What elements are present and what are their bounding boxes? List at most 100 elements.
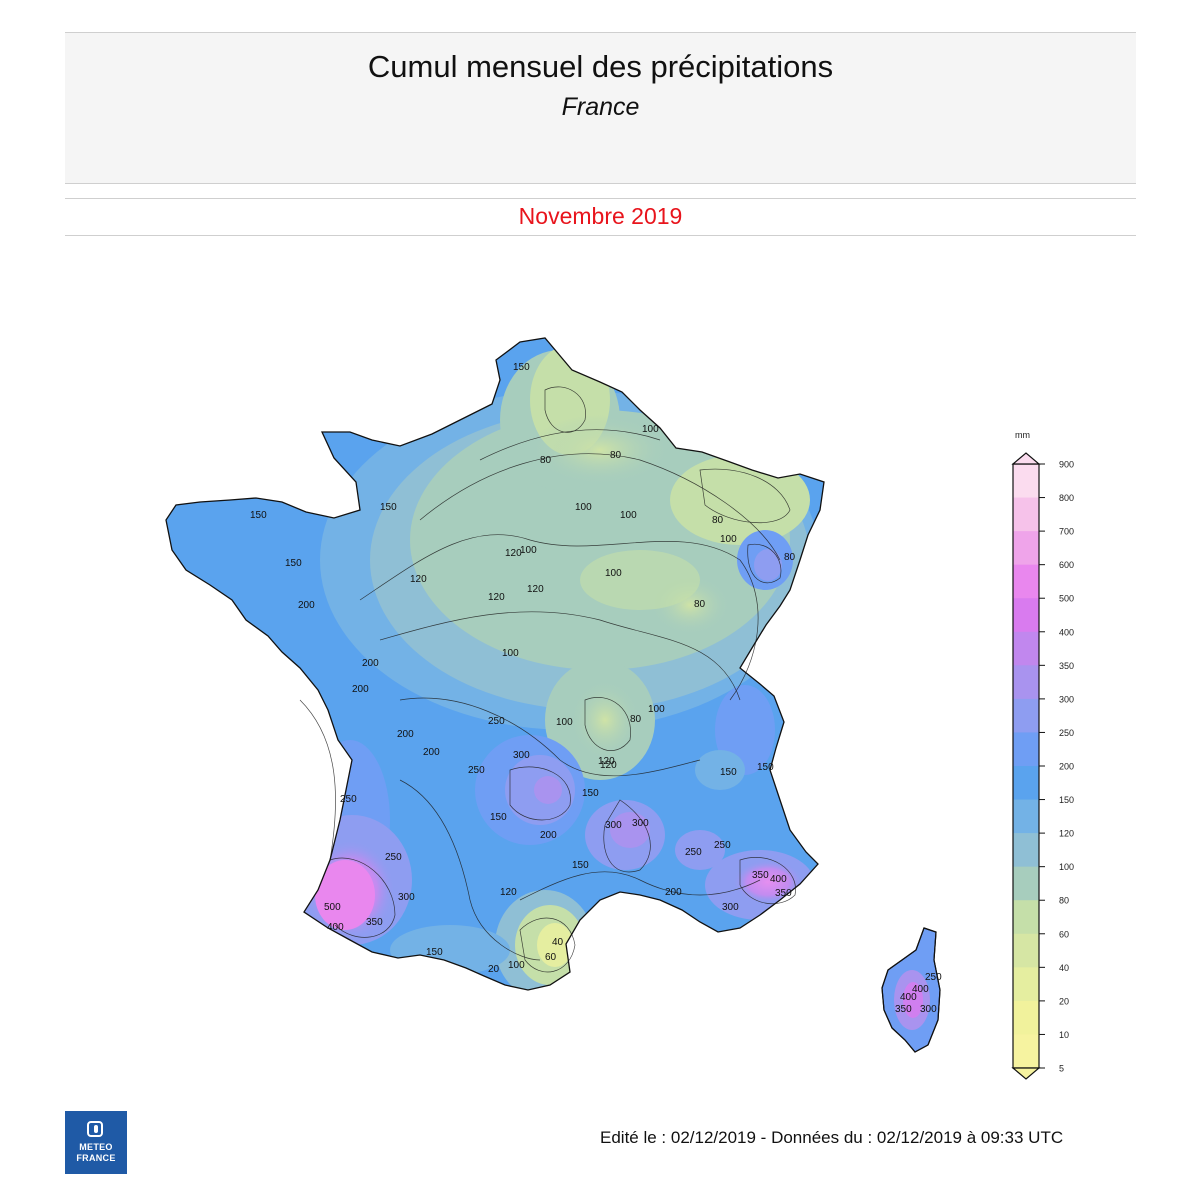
contour-label: 400 <box>770 874 787 885</box>
logo-text-line2: FRANCE <box>76 1153 116 1163</box>
meteo-france-logo: METEO FRANCE <box>65 1111 127 1174</box>
contour-label: 100 <box>642 424 659 435</box>
contour-label: 100 <box>575 502 592 513</box>
contour-label: 200 <box>352 684 369 695</box>
contour-label-group: 150 80 80 100 100 100 150 150 150 120 12… <box>250 362 942 1015</box>
contour-label: 150 <box>426 947 443 958</box>
legend-swatch <box>1013 531 1039 566</box>
contour-label: 100 <box>508 960 525 971</box>
contour-label: 350 <box>895 1004 912 1015</box>
legend-swatch <box>1013 799 1039 834</box>
contour-label: 120 <box>598 756 615 767</box>
contour-label: 40 <box>552 937 564 948</box>
contour-label: 250 <box>685 847 702 858</box>
contour-label: 250 <box>468 765 485 776</box>
contour-label: 120 <box>488 592 505 603</box>
legend-level-label: 400 <box>1059 627 1074 637</box>
contour-label: 150 <box>285 558 302 569</box>
contour-label: 100 <box>605 568 622 579</box>
contour-label: 300 <box>722 902 739 913</box>
legend-level-label: 80 <box>1059 896 1069 906</box>
legend-swatch <box>1013 464 1039 499</box>
contour-label: 300 <box>513 750 530 761</box>
map-subtitle: France <box>561 93 640 121</box>
contour-label: 80 <box>610 450 622 461</box>
contour-label: 120 <box>410 574 427 585</box>
mainland-france <box>166 338 824 990</box>
corsica <box>881 927 941 1053</box>
contour-label: 300 <box>605 820 622 831</box>
contour-label: 100 <box>520 545 537 556</box>
map-title: Cumul mensuel des précipitations <box>367 49 834 84</box>
contour-label: 100 <box>556 717 573 728</box>
contour-label: 150 <box>582 788 599 799</box>
legend-level-label: 120 <box>1059 829 1074 839</box>
contour-label: 200 <box>540 830 557 841</box>
contour-label: 200 <box>397 729 414 740</box>
legend-level-label: 500 <box>1059 594 1074 604</box>
contour-label: 250 <box>714 840 731 851</box>
contour-label: 80 <box>694 599 706 610</box>
legend-swatch <box>1013 665 1039 700</box>
contour-label: 150 <box>513 362 530 373</box>
contour-label: 400 <box>900 992 917 1003</box>
meteo-france-mark-icon <box>87 1121 103 1137</box>
contour-label: 400 <box>912 984 929 995</box>
legend-swatch <box>1013 933 1039 968</box>
france-coastline <box>165 337 825 991</box>
legend-swatch <box>1013 1034 1039 1069</box>
contour-label: 250 <box>488 716 505 727</box>
legend-swatch <box>1013 497 1039 532</box>
legend-unit-label: mm <box>1015 430 1030 440</box>
contour-label: 400 <box>327 922 344 933</box>
header-panel: Cumul mensuel des précipitations France <box>65 32 1136 184</box>
legend-swatch <box>1013 967 1039 1002</box>
legend-level-label: 150 <box>1059 795 1074 805</box>
contour-label: 300 <box>398 892 415 903</box>
legend-swatch <box>1013 631 1039 666</box>
period-panel: Novembre 2019 <box>65 198 1136 236</box>
legend-level-label: 20 <box>1059 996 1069 1006</box>
legend-swatch <box>1013 564 1039 599</box>
legend-level-label: 10 <box>1059 1030 1069 1040</box>
contour-label: 120 <box>500 887 517 898</box>
contour-label: 500 <box>324 902 341 913</box>
contour-label: 80 <box>630 714 642 725</box>
contour-label: 200 <box>665 887 682 898</box>
legend-swatch <box>1013 866 1039 901</box>
legend-level-label: 100 <box>1059 862 1074 872</box>
contour-label: 200 <box>298 600 315 611</box>
legend-arrow-down-icon <box>1011 1067 1041 1080</box>
legend-level-label: 600 <box>1059 560 1074 570</box>
footer-edition-text: Edité le : 02/12/2019 - Données du : 02/… <box>600 1128 1064 1147</box>
legend-swatch <box>1013 732 1039 767</box>
contour-label: 80 <box>712 515 724 526</box>
contour-lines <box>299 386 796 973</box>
legend-level-label: 40 <box>1059 963 1069 973</box>
legend-swatch <box>1013 833 1039 868</box>
contour-label: 120 <box>505 548 522 559</box>
contour-label: 150 <box>380 502 397 513</box>
contour-label: 150 <box>757 762 774 773</box>
contour-label: 80 <box>784 552 796 563</box>
contour-label: 20 <box>488 964 500 975</box>
contour-label: 100 <box>648 704 665 715</box>
legend-level-label: 800 <box>1059 493 1074 503</box>
contour-label: 80 <box>540 455 552 466</box>
legend-swatch <box>1013 698 1039 733</box>
legend-level-label: 250 <box>1059 728 1074 738</box>
contour-label: 350 <box>366 917 383 928</box>
contour-label: 250 <box>385 852 402 863</box>
contour-label: 120 <box>527 584 544 595</box>
legend-swatch <box>1013 598 1039 633</box>
contour-label: 200 <box>423 747 440 758</box>
contour-label: 350 <box>752 870 769 881</box>
contour-label: 100 <box>620 510 637 521</box>
legend-swatch <box>1013 766 1039 801</box>
contour-label: 60 <box>545 952 557 963</box>
contour-label: 100 <box>720 534 737 545</box>
contour-label: 150 <box>572 860 589 871</box>
legend-swatch <box>1013 900 1039 935</box>
contour-label: 250 <box>925 972 942 983</box>
